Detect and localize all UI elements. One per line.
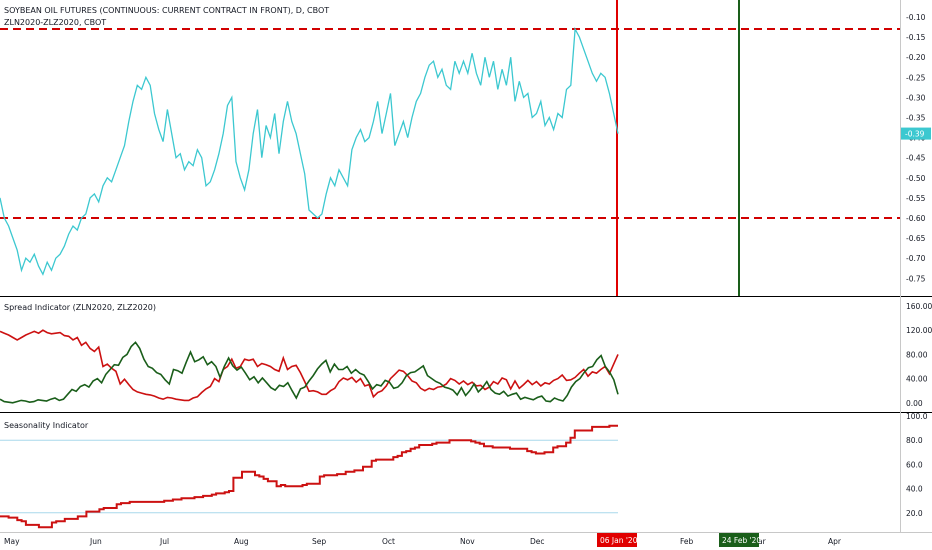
seasonality-indicator-title: Seasonality Indicator — [4, 421, 89, 430]
date-badge-red — [597, 533, 637, 547]
price-axis-tick: -0.20 — [906, 53, 926, 62]
price-axis-tick: -0.60 — [906, 214, 926, 223]
month-tick-label: Dec — [530, 537, 545, 546]
spread-axis-tick: 120.00 — [906, 326, 932, 335]
price-axis-tick: -0.30 — [906, 93, 926, 102]
price-axis-tick: -0.70 — [906, 254, 926, 263]
date-badge-red-label: 06 Jan '20 — [600, 536, 638, 545]
price-axis-tick: -0.25 — [906, 73, 926, 82]
month-tick-label-partial: ar — [758, 537, 767, 546]
price-axis-tick: -0.50 — [906, 174, 926, 183]
chart-title: SOYBEAN OIL FUTURES (CONTINUOUS: CURRENT… — [4, 6, 329, 15]
spread-axis-tick: 160.00 — [906, 302, 932, 311]
seasonality-axis-tick: 20.0 — [906, 509, 923, 518]
spread-indicator-title: Spread Indicator (ZLN2020, ZLZ2020) — [4, 303, 156, 312]
seasonality-axis-tick: 60.0 — [906, 460, 923, 469]
month-tick-label: May — [4, 537, 20, 546]
price-axis-tick: -0.45 — [906, 154, 926, 163]
spread-indicator-red-line — [0, 329, 619, 402]
spread-price-line — [0, 26, 619, 276]
date-badge-green-label: 24 Feb '20 — [722, 536, 761, 545]
month-tick-label: Feb — [680, 537, 694, 546]
seasonality-axis-tick: 100.0 — [906, 412, 928, 421]
date-badge-green — [719, 533, 759, 547]
month-tick-label: Nov — [460, 537, 475, 546]
month-tick-label: Sep — [312, 537, 326, 546]
spread-axis-tick: 40.00 — [906, 375, 928, 384]
chart-subtitle: ZLN2020-ZLZ2020, CBOT — [4, 18, 106, 27]
price-axis-tick: -0.15 — [906, 33, 926, 42]
month-tick-label: Apr — [828, 537, 842, 546]
seasonality-line — [0, 424, 618, 529]
month-tick-label: Aug — [234, 537, 249, 546]
month-tick-label: Jul — [159, 537, 169, 546]
month-tick-label: Jun — [89, 537, 102, 546]
month-tick-label: Oct — [382, 537, 395, 546]
spread-axis-tick: 0.00 — [906, 399, 923, 408]
price-axis-tick: -0.35 — [906, 114, 926, 123]
spread-indicator-green-line — [0, 341, 619, 404]
last-value-badge — [901, 127, 931, 140]
spread-axis-tick: 80.00 — [906, 350, 928, 359]
seasonality-axis-tick: 80.0 — [906, 436, 923, 445]
price-axis-tick: -0.55 — [906, 194, 926, 203]
price-axis-tick: -0.75 — [906, 274, 926, 283]
seasonality-axis-tick: 40.0 — [906, 485, 923, 494]
price-axis-tick: -0.65 — [906, 234, 926, 243]
last-value-label: -0.39 — [905, 130, 925, 139]
price-axis-tick: -0.10 — [906, 13, 926, 22]
